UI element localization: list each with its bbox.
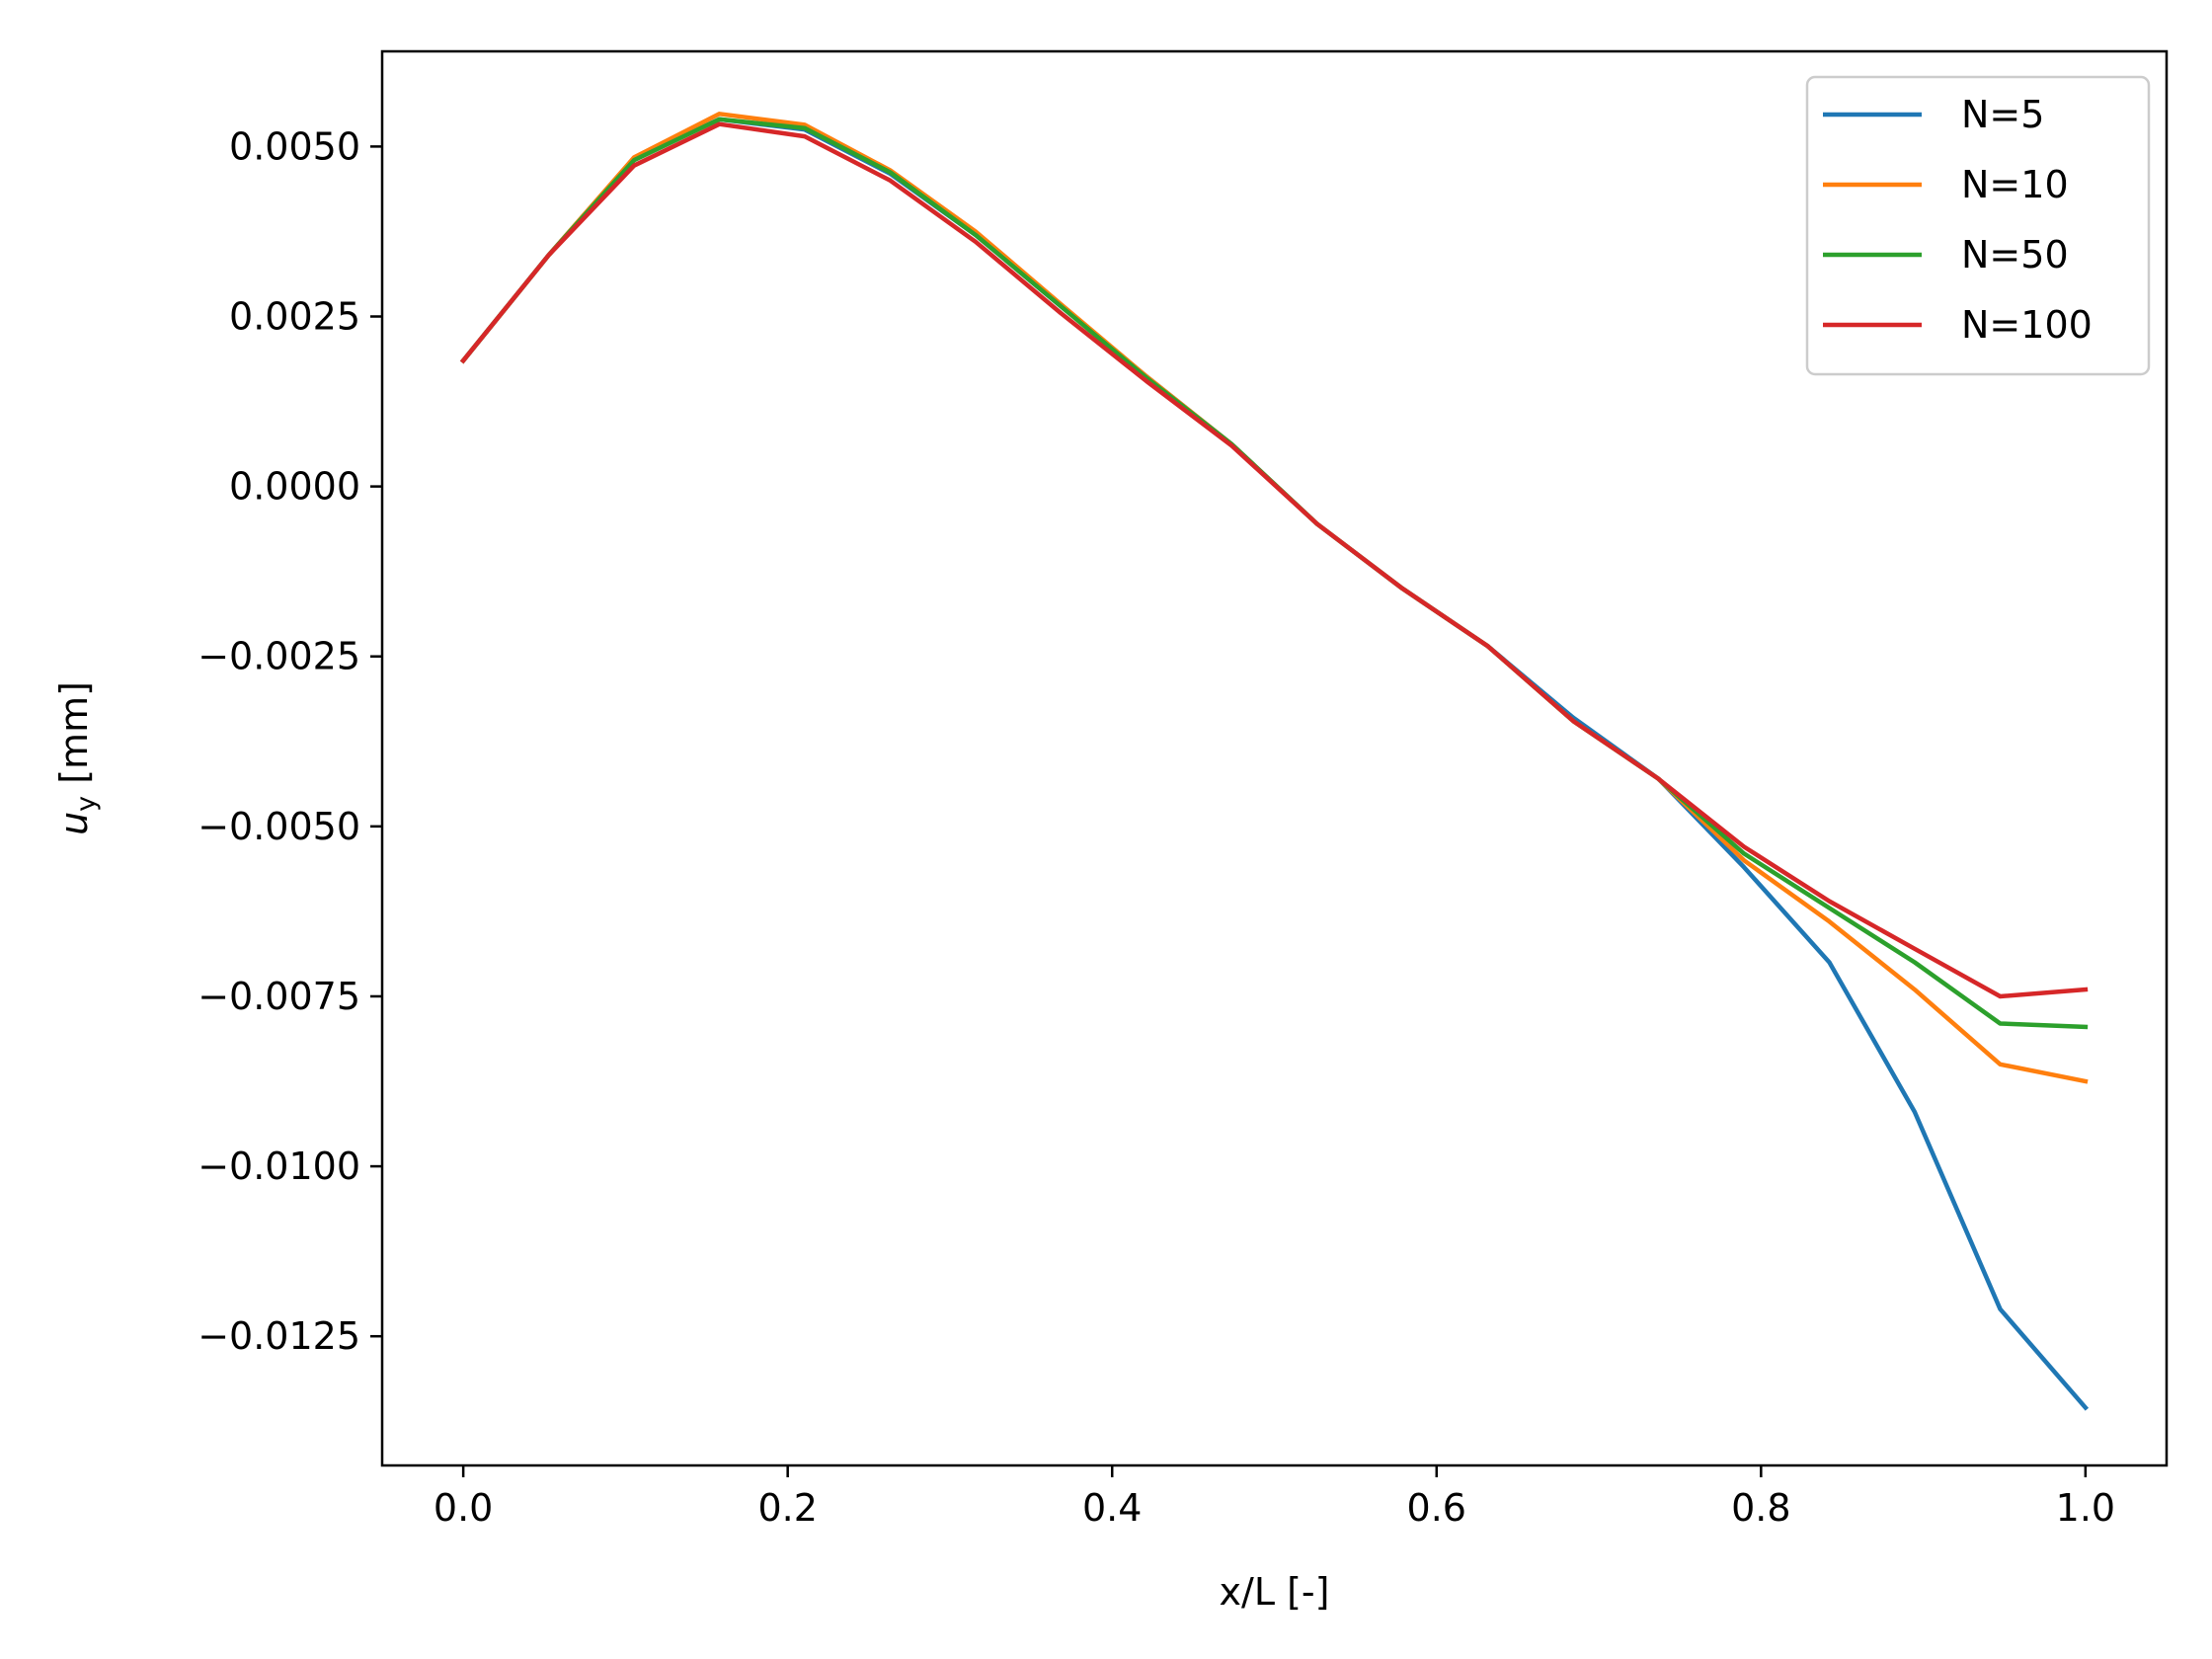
legend-label-n-100: N=100	[1961, 303, 2093, 347]
y-axis-label: uy [mm]	[52, 681, 102, 835]
y-axis-label-main: u	[52, 812, 96, 835]
y-tick-label: −0.0025	[198, 635, 360, 678]
legend-label-n-5: N=5	[1961, 93, 2044, 136]
y-axis-label-subscript: y	[71, 796, 102, 812]
legend-label-n-50: N=50	[1961, 233, 2069, 276]
x-axis: 0.0 0.2 0.4 0.6 0.8 1.0	[434, 1465, 2115, 1530]
x-tick-label: 0.4	[1082, 1486, 1142, 1530]
x-tick-label: 1.0	[2056, 1486, 2115, 1530]
y-tick-label: 0.0025	[229, 295, 360, 339]
y-axis: 0.0050 0.0025 0.0000 −0.0025 −0.0050 −0.0075 −…	[198, 124, 382, 1358]
y-tick-label: 0.0000	[229, 465, 360, 509]
plot-frame	[380, 49, 2169, 1467]
legend-box	[1805, 75, 2151, 376]
y-tick-label: 0.0050	[229, 124, 360, 168]
y-tick-label: −0.0050	[198, 805, 360, 848]
x-tick-label: 0.2	[757, 1486, 817, 1530]
y-tick-label: −0.0100	[198, 1145, 360, 1188]
x-tick-label: 0.8	[1731, 1486, 1790, 1530]
x-tick-label: 0.6	[1407, 1486, 1466, 1530]
legend: N=5 N=10 N=50 N=100	[1805, 75, 2151, 376]
legend-label-n-10: N=10	[1961, 163, 2069, 206]
x-axis-label: x/L [-]	[1220, 1570, 1330, 1614]
series-lines	[459, 112, 2090, 1411]
x-tick-label: 0.0	[434, 1486, 493, 1530]
y-tick-label: −0.0075	[198, 975, 360, 1018]
series-line-n-100	[459, 121, 2089, 999]
y-axis-label-unit: [mm]	[52, 681, 96, 796]
y-tick-label: −0.0125	[198, 1314, 360, 1358]
